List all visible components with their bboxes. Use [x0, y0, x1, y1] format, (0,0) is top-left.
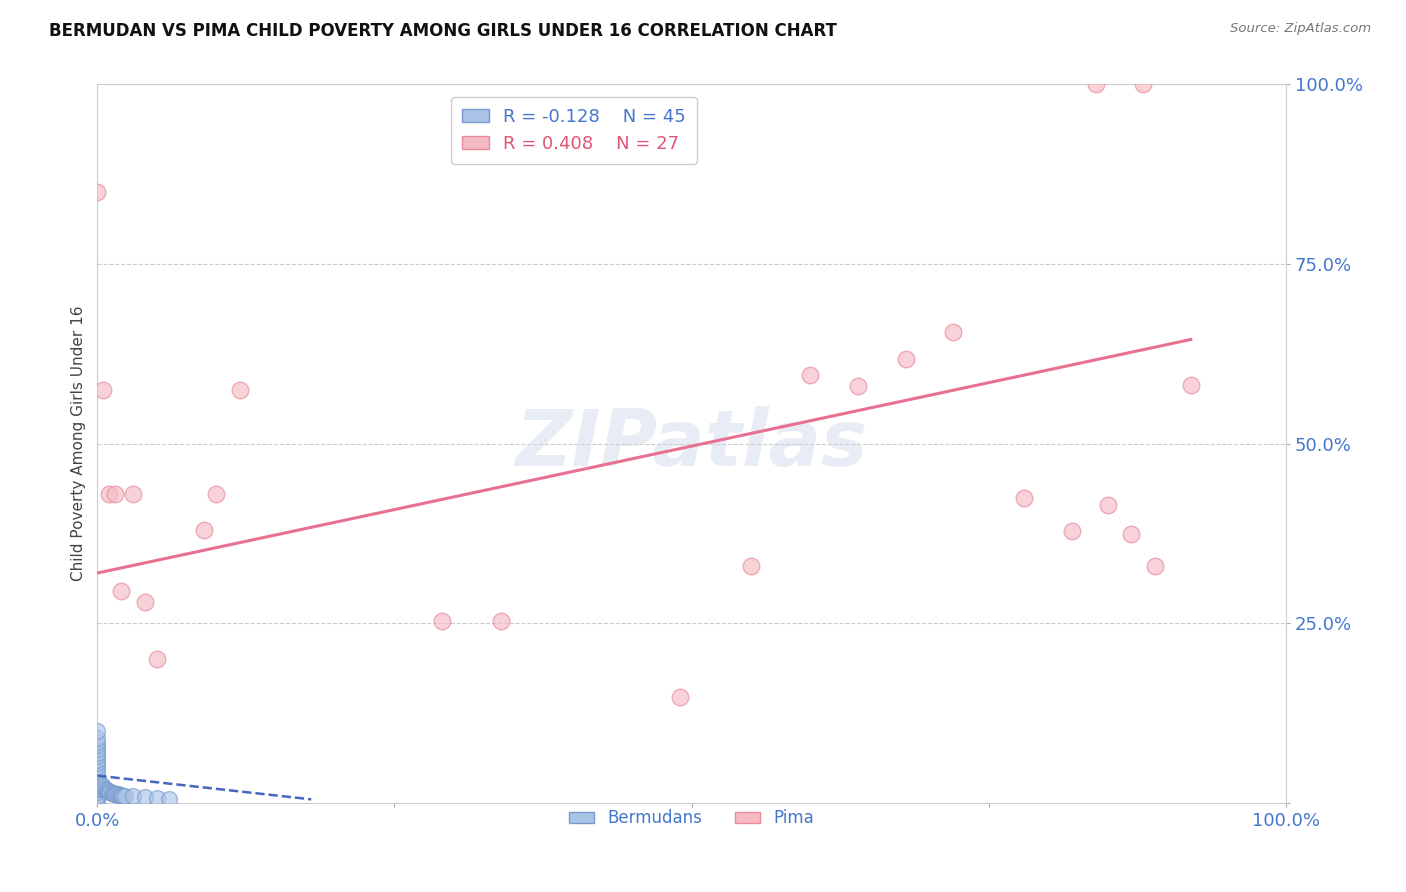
Point — [86, 724, 108, 739]
Point — [86, 778, 108, 792]
Point — [86, 746, 108, 760]
Point — [86, 767, 108, 781]
Point — [134, 790, 156, 805]
Point — [668, 690, 690, 704]
Point — [110, 789, 132, 803]
Point — [86, 789, 108, 803]
Point — [86, 785, 108, 799]
Point — [91, 780, 114, 794]
Point — [146, 791, 169, 805]
Point — [1144, 558, 1167, 573]
Point — [104, 787, 127, 801]
Point — [94, 783, 117, 797]
Point — [86, 749, 108, 764]
Point — [799, 368, 821, 383]
Point — [205, 487, 228, 501]
Point — [1084, 78, 1107, 92]
Point — [1121, 526, 1143, 541]
Point — [100, 785, 122, 799]
Point — [740, 558, 762, 573]
Point — [86, 774, 108, 789]
Point — [104, 487, 127, 501]
Point — [86, 731, 108, 746]
Point — [90, 781, 112, 796]
Point — [1180, 377, 1202, 392]
Point — [134, 595, 156, 609]
Point — [1097, 498, 1119, 512]
Point — [1132, 78, 1154, 92]
Point — [112, 789, 135, 803]
Point — [91, 383, 114, 397]
Text: Source: ZipAtlas.com: Source: ZipAtlas.com — [1230, 22, 1371, 36]
Point — [86, 764, 108, 778]
Point — [108, 788, 131, 802]
Point — [97, 784, 120, 798]
Point — [86, 735, 108, 749]
Point — [103, 787, 125, 801]
Point — [98, 785, 121, 799]
Point — [86, 756, 108, 771]
Point — [96, 783, 118, 797]
Point — [86, 742, 108, 756]
Point — [86, 753, 108, 767]
Point — [86, 781, 108, 796]
Point — [100, 786, 122, 800]
Point — [193, 523, 215, 537]
Point — [98, 487, 121, 501]
Point — [107, 788, 129, 802]
Point — [86, 771, 108, 785]
Point — [93, 781, 115, 796]
Point — [86, 739, 108, 753]
Point — [146, 652, 169, 666]
Point — [491, 614, 513, 628]
Point — [122, 789, 145, 804]
Point — [846, 379, 869, 393]
Point — [86, 796, 108, 810]
Point — [110, 584, 132, 599]
Point — [430, 614, 453, 628]
Point — [229, 383, 252, 397]
Point — [157, 791, 180, 805]
Point — [105, 788, 128, 802]
Point — [86, 792, 108, 806]
Point — [107, 788, 129, 802]
Point — [122, 487, 145, 501]
Text: BERMUDAN VS PIMA CHILD POVERTY AMONG GIRLS UNDER 16 CORRELATION CHART: BERMUDAN VS PIMA CHILD POVERTY AMONG GIR… — [49, 22, 837, 40]
Point — [91, 778, 114, 792]
Point — [86, 760, 108, 774]
Legend: Bermudans, Pima: Bermudans, Pima — [562, 803, 821, 834]
Point — [111, 789, 134, 803]
Point — [894, 351, 917, 366]
Point — [101, 786, 124, 800]
Y-axis label: Child Poverty Among Girls Under 16: Child Poverty Among Girls Under 16 — [72, 306, 86, 582]
Point — [114, 789, 136, 804]
Point — [1060, 524, 1083, 539]
Point — [86, 185, 108, 199]
Point — [1014, 491, 1036, 505]
Text: ZIPatlas: ZIPatlas — [516, 406, 868, 482]
Point — [942, 326, 965, 340]
